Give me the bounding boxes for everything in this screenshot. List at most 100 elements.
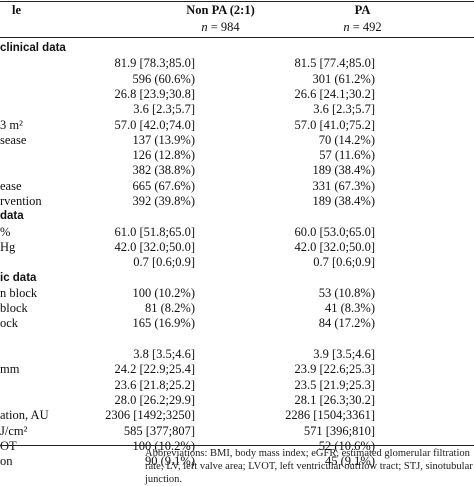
row-label: % [0,224,11,239]
n-pa-value: = 492 [349,20,382,34]
cell-pa: 70 (14.2%) [318,132,375,147]
row-label: mm [0,362,20,377]
cell-pa: 81.5 [77.4;85.0] [294,56,375,71]
header-non-pa: Non PA (2:1) [186,3,255,17]
table-row: 26.8 [23.9;30.8] 26.6 [24.1;30.2] [0,87,474,102]
cell-non-pa: 24.2 [22.9;25.4] [114,362,195,377]
n-non-pa-value: = 984 [207,20,240,34]
cell-pa: 571 [396;810] [303,423,375,438]
cell-pa: 41 (8.3%) [325,301,375,316]
cell-non-pa: 665 (67.6%) [132,178,196,193]
table-row: 3.6 [2.3;5.7] 3.6 [2.3;5.7] [0,102,474,117]
table-row: 3.8 [3.5;4.6] 3.9 [3.5;4.6] [0,347,474,362]
cell-non-pa: 2306 [1492;3250] [105,408,195,423]
cell-non-pa: 90 (9.1%) [145,454,195,469]
cell-non-pa: 26.8 [23.9;30.8] [114,86,195,101]
cell-pa: 57.0 [41.0;75.2] [294,117,375,132]
row-label: 3 m² [0,117,23,132]
row-label: rvention [0,194,42,208]
table-row: on 90 (9.1%) 45 (9.1%) [0,454,474,469]
table-row: 28.0 [26.2;29.9] 28.1 [26.3;30.2] [0,393,474,408]
header-rule [0,37,474,38]
cell-non-pa: 0.7 [0.6;0.9] [133,255,195,270]
spacer-row [0,332,474,347]
cell-non-pa: 137 (13.9%) [132,132,196,147]
table-row: ease 665 (67.6%) 331 (67.3%) [0,179,474,194]
n-symbol: n [343,20,350,34]
cell-non-pa: 596 (60.6%) [132,71,196,86]
cell-pa: 3.9 [3.5;4.6] [313,347,375,361]
n-symbol: n [201,20,208,34]
cell-pa: 45 (9.1%) [325,454,375,469]
header-variable: le [12,3,22,17]
cell-pa: 84 (17.2%) [318,316,375,331]
cell-pa: 189 (38.4%) [312,163,376,178]
row-label: J/cm² [0,423,28,438]
table-row: 23.6 [21.8;25.2] 23.5 [21.9;25.3] [0,378,474,393]
bottom-rule [0,445,474,446]
cell-non-pa: 81 (8.2%) [145,301,195,316]
n-non-pa: n = 984 [148,20,293,35]
header-pa: PA [354,3,371,17]
table-row: ation, AU 2306 [1492;3250] 2286 [1504;3361… [0,408,474,423]
table-row: 0.7 [0.6;0.9] 0.7 [0.6;0.9] [0,255,474,270]
table-row: 81.9 [78.3;85.0] 81.5 [77.4;85.0] [0,56,474,71]
table-row: % 61.0 [51.8;65.0] 60.0 [53.0;65.0] [0,225,474,240]
row-label: sease [0,132,27,147]
table-row: 596 (60.6%) 301 (61.2%) [0,72,474,87]
row-label: ock [0,316,19,331]
section-label: data [0,210,24,223]
cell-pa: 3.6 [2.3;5.7] [313,102,375,117]
section-label: ic data [0,271,37,284]
table-row: n block 100 (10.2%) 53 (10.8%) [0,286,474,301]
cell-pa: 301 (61.2%) [312,71,376,86]
cell-pa: 53 (10.8%) [318,285,375,300]
cell-non-pa: 3.8 [3.5;4.6] [133,347,195,361]
section-label: clinical data [0,42,66,54]
cell-pa: 331 (67.3%) [312,178,376,193]
n-pa: n = 492 [290,20,435,35]
cell-non-pa: 61.0 [51.8;65.0] [114,224,195,239]
cell-pa: 28.1 [26.3;30.2] [294,392,375,407]
cell-pa: 60.0 [53.0;65.0] [294,224,375,239]
cell-non-pa: 392 (39.8%) [132,194,196,208]
cell-non-pa: 3.6 [2.3;5.7] [133,102,195,117]
table-row: J/cm² 585 [377;807] 571 [396;810] [0,424,474,439]
table-row: 126 (12.8%) 57 (11.6%) [0,148,474,163]
cell-pa: 2286 [1504;3361] [285,408,375,423]
cell-pa: 26.6 [24.1;30.2] [294,86,375,101]
row-label: Hg [0,239,16,254]
section-row: ic data [0,271,474,286]
row-label: ease [0,178,22,193]
table-footnote: Abbreviations: BMI, body mass index; eGF… [145,448,473,485]
cell-non-pa: 585 [377;807] [123,423,195,438]
table-row: mm 24.2 [22.9;25.4] 23.9 [22.6;25.3] [0,362,474,377]
cell-non-pa: 23.6 [21.8;25.2] [114,377,195,392]
section-row: clinical data [0,41,474,56]
cell-non-pa: 126 (12.8%) [132,148,196,163]
table-row: 382 (38.8%) 189 (38.4%) [0,163,474,178]
cell-pa: 23.5 [21.9;25.3] [294,377,375,392]
section-row: data [0,209,474,224]
cell-non-pa: 57.0 [42.0;74.0] [114,117,195,132]
cell-non-pa: 42.0 [32.0;50.0] [114,239,195,254]
cell-pa: 189 (38.4%) [312,194,376,208]
cell-non-pa: 81.9 [78.3;85.0] [114,56,195,71]
cell-non-pa: 100 (10.2%) [132,285,196,300]
cell-pa: 0.7 [0.6;0.9] [313,255,375,270]
row-label: on [0,454,13,469]
cell-non-pa: 165 (16.9%) [132,316,196,331]
row-label: OT [0,438,17,453]
cell-non-pa: 28.0 [26.2;29.9] [114,392,195,407]
cell-non-pa: 382 (38.8%) [132,163,196,178]
table-row: 3 m² 57.0 [42.0;74.0] 57.0 [41.0;75.2] [0,118,474,133]
cell-pa: 42.0 [32.0;50.0] [294,239,375,254]
cell-pa: 57 (11.6%) [319,148,375,163]
cell-pa: 23.9 [22.6;25.3] [294,362,375,377]
table-row: sease 137 (13.9%) 70 (14.2%) [0,133,474,148]
table-row: Hg 42.0 [32.0;50.0] 42.0 [32.0;50.0] [0,240,474,255]
table-row: block 81 (8.2%) 41 (8.3%) [0,301,474,316]
top-rule [0,1,474,2]
table-row: ock 165 (16.9%) 84 (17.2%) [0,316,474,331]
